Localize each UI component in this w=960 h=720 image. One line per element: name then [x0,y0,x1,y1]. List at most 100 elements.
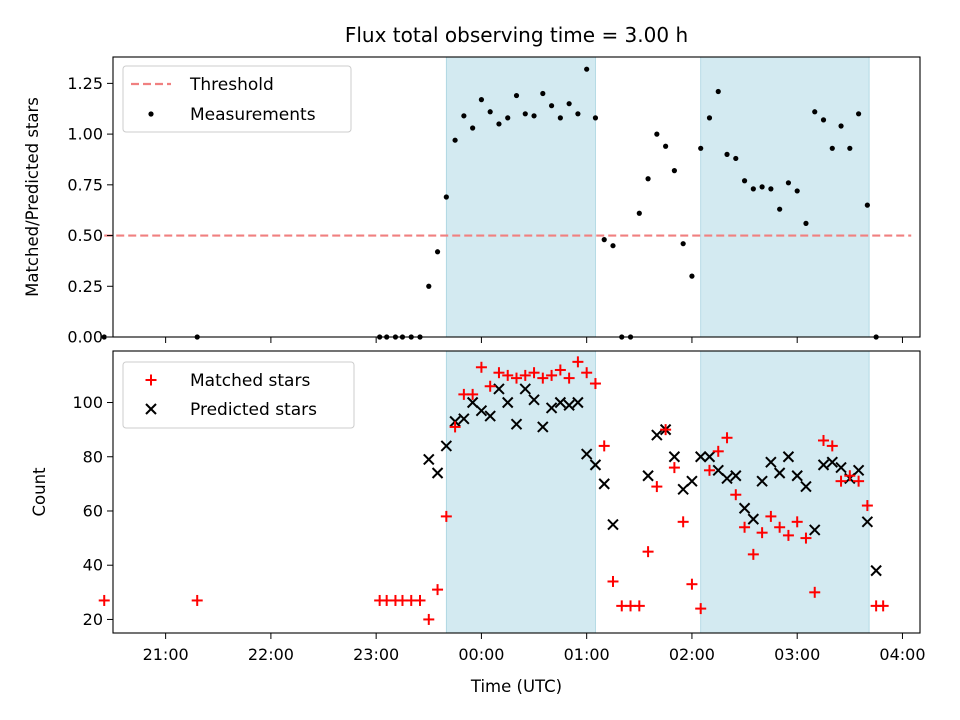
predicted-point [721,472,733,485]
bottom-shaded-intervals [445,350,870,634]
matched-point [695,603,707,615]
predicted-point [791,470,803,482]
matched-point [598,440,610,452]
x-tick-label: 03:00 [774,645,820,664]
measurement-point [566,101,572,107]
matched-point [572,356,584,368]
matched-point [475,361,487,373]
measurement-point [706,115,713,121]
matched-point [835,475,847,487]
x-tick-label: 00:00 [458,645,504,664]
matched-point [502,369,514,381]
predicted-point [458,413,470,425]
predicted-point [800,480,812,493]
predicted-point [651,429,663,441]
predicted-point [712,464,724,477]
y-tick-label: 100 [72,393,103,412]
predicted-point [580,448,593,460]
predicted-point [870,564,882,577]
predicted-point [598,478,610,490]
matched-point [607,575,619,587]
matched-point [642,546,654,558]
legend-threshold-label: Threshold [189,75,274,95]
predicted-point [773,467,786,479]
predicted-point [466,396,479,409]
y-tick-label: 20 [83,610,103,629]
matched-point [493,367,505,379]
matched-point [554,364,566,376]
measurement-point [663,143,669,149]
matched-point [432,584,444,596]
matched-point [440,510,452,522]
bottom-y-axis-ticks: 20 40 60 80 100 [72,393,113,629]
measurement-point [733,155,739,162]
predicted-point [738,502,751,514]
top-legend: Threshold Measurements [122,65,352,133]
measurement-point [601,237,607,243]
predicted-point [563,399,575,411]
predicted-point [756,475,768,487]
measurement-point [531,113,537,119]
predicted-point [572,396,584,409]
predicted-point [484,410,496,422]
legend-matched-swatch [145,374,157,386]
predicted-point [545,402,558,414]
measurement-point [847,145,853,151]
matched-point [844,470,856,482]
y-tick-label: 0.50 [67,226,103,245]
predicted-point [519,383,531,395]
predicted-point [502,396,514,409]
predicted-point [694,451,707,463]
matched-point [589,378,601,390]
matched-point [423,613,435,625]
measurement-point [715,88,721,95]
matched-point [484,380,496,392]
predicted-point [423,453,435,466]
measurement-point [812,109,818,115]
measurement-point [513,92,520,99]
measurement-point [584,66,590,72]
matched-point [191,594,203,606]
predicted-point [431,467,444,479]
matched-point [449,421,461,433]
matched-point [826,440,838,452]
matched-point [756,527,768,539]
chart-title: Flux total observing time = 3.00 h [345,23,688,47]
predicted-point [440,440,453,452]
matched-point [546,369,558,381]
measurement-point [785,180,792,186]
measurement-point [680,241,686,247]
legend-predicted-swatch [145,403,157,415]
measurement-point [610,243,616,249]
measurement-point [452,137,458,143]
legend-matched-label: Matched stars [190,371,310,391]
matched-point [765,510,777,522]
predicted-point [677,483,689,495]
y-tick-label: 0.75 [67,175,103,194]
measurement-point [461,113,467,119]
measurement-point [522,111,528,117]
predicted-point [852,464,865,477]
y-tick-label: 1.25 [67,74,103,93]
predicted-point [537,421,549,433]
top-y-axis-ticks: 0.00 0.25 0.50 0.75 1.00 1.25 [67,74,113,347]
matched-point [791,516,803,528]
x-axis-label: Time (UTC) [470,677,562,696]
measurement-point [443,194,449,200]
y-tick-label: 40 [83,556,103,575]
measurement-point [741,178,748,184]
matched-point [467,388,479,400]
shaded-interval [445,56,596,338]
measurement-point [548,103,555,109]
y-tick-label: 60 [83,501,103,520]
matched-point [98,594,110,606]
matched-point [563,372,575,384]
measurement-point [855,111,862,117]
predicted-point [528,394,540,406]
predicted-point [686,475,698,487]
predicted-point [510,418,523,430]
legend-predicted-label: Predicted stars [190,400,317,420]
measurement-point [803,220,809,226]
predicted-point [782,451,795,463]
